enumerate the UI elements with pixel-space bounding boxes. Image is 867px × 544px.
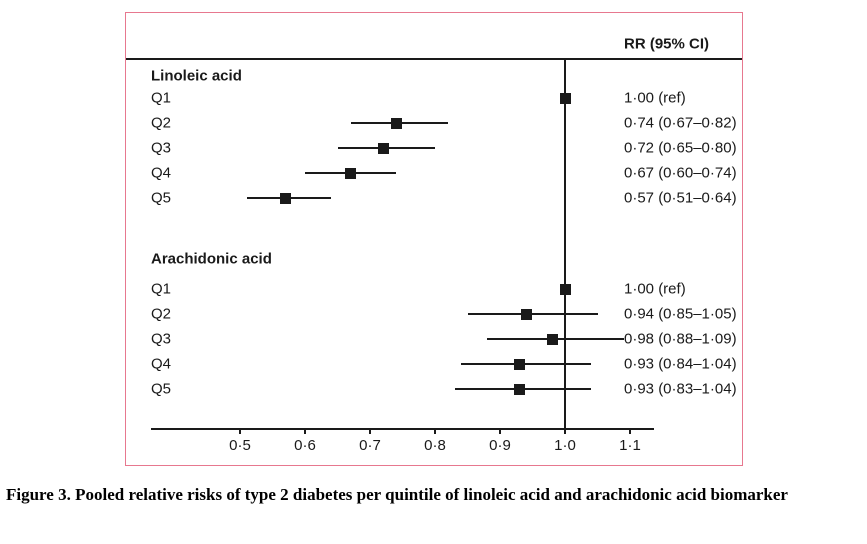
rr-marker xyxy=(377,142,389,154)
quintile-label: Q3 xyxy=(151,330,172,348)
ci-line xyxy=(467,313,598,315)
rr-ci-text: 1·00 (ref) xyxy=(624,89,686,107)
rr-marker xyxy=(546,333,558,345)
x-tick-label: 0·9 xyxy=(489,437,511,454)
quintile-label: Q1 xyxy=(151,89,172,107)
rr-ci-text: 0·94 (0·85–1·05) xyxy=(624,305,737,323)
rr-ci-text: 0·98 (0·88–1·09) xyxy=(624,330,737,348)
header-divider-line xyxy=(126,58,742,60)
x-tick-label: 1·1 xyxy=(619,437,641,454)
rr-ci-text: 0·93 (0·84–1·04) xyxy=(624,355,737,373)
quintile-label: Q2 xyxy=(151,305,172,323)
rr-marker xyxy=(520,308,532,320)
forest-plot-area: RR (95% CI) 0·5 0·6 0·7 0·8 0·9 1·0 1·1 Linolei… xyxy=(126,13,742,465)
rr-marker xyxy=(390,117,402,129)
forest-plot-panel: RR (95% CI) 0·5 0·6 0·7 0·8 0·9 1·0 1·1 Linolei… xyxy=(125,12,743,466)
rr-marker xyxy=(514,358,525,370)
x-axis-tick xyxy=(434,428,436,434)
quintile-label: Q5 xyxy=(151,189,172,207)
x-axis-tick xyxy=(369,428,371,434)
x-tick-label: 0·8 xyxy=(424,437,446,454)
quintile-label: Q3 xyxy=(151,139,172,157)
group-label: Linoleic acid xyxy=(151,67,242,85)
rr-marker xyxy=(345,167,356,179)
x-tick-label: 1·0 xyxy=(554,437,576,454)
rr-marker xyxy=(514,383,525,395)
x-axis-line xyxy=(151,428,654,430)
x-tick-label: 0·7 xyxy=(359,437,381,454)
x-axis-tick xyxy=(564,428,566,434)
rr-marker xyxy=(559,92,571,104)
quintile-label: Q5 xyxy=(151,380,172,398)
rr-ci-text: 1·00 (ref) xyxy=(624,280,686,298)
x-axis-tick xyxy=(629,428,631,434)
group-label: Arachidonic acid xyxy=(151,250,272,268)
quintile-label: Q1 xyxy=(151,280,172,298)
rr-ci-text: 0·67 (0·60–0·74) xyxy=(624,164,737,182)
x-axis-tick xyxy=(239,428,241,434)
rr-marker xyxy=(559,283,571,295)
rr-marker xyxy=(280,192,291,204)
x-tick-label: 0·6 xyxy=(294,437,316,454)
quintile-label: Q2 xyxy=(151,114,172,132)
ci-line xyxy=(461,363,591,365)
figure-caption: Figure 3. Pooled relative risks of type … xyxy=(6,485,788,504)
quintile-label: Q4 xyxy=(151,164,172,182)
x-axis-tick xyxy=(499,428,501,434)
quintile-label: Q4 xyxy=(151,355,172,373)
x-axis-tick xyxy=(304,428,306,434)
rr-ci-text: 0·93 (0·83–1·04) xyxy=(624,380,737,398)
reference-line xyxy=(564,58,566,428)
rr-ci-text: 0·57 (0·51–0·64) xyxy=(624,189,737,207)
x-tick-label: 0·5 xyxy=(229,437,251,454)
rr-ci-text: 0·72 (0·65–0·80) xyxy=(624,139,737,157)
rr-column-header: RR (95% CI) xyxy=(624,35,710,53)
rr-ci-text: 0·74 (0·67–0·82) xyxy=(624,114,737,132)
